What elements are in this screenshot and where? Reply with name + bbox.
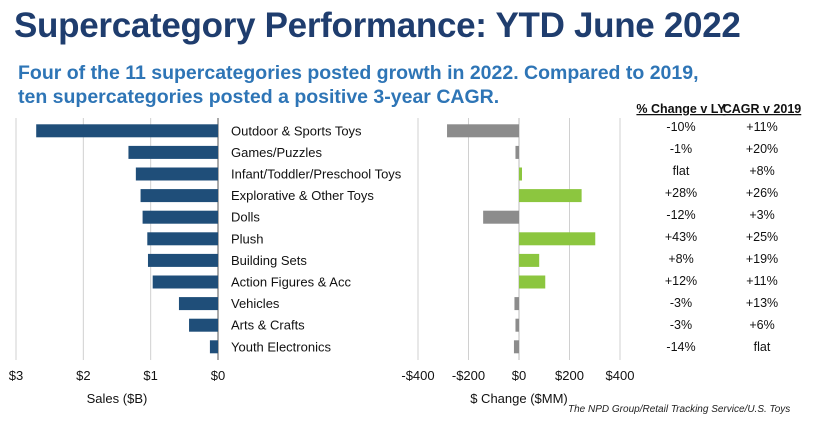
sales-bar — [147, 253, 218, 267]
sales-bar — [209, 340, 218, 354]
category-label: Vehicles — [231, 296, 280, 311]
sales-tick-label: $2 — [76, 368, 90, 383]
category-label: Outdoor & Sports Toys — [231, 123, 362, 138]
table-cell: +12% — [665, 274, 697, 288]
change-bar — [515, 318, 519, 332]
subtitle-line-1: Four of the 11 supercategories posted gr… — [18, 62, 699, 84]
table-cell: +6% — [749, 318, 774, 332]
table-cell: +43% — [665, 230, 697, 244]
sales-bar — [128, 145, 218, 159]
table-cell: +8% — [749, 164, 774, 178]
sales-bar — [36, 124, 219, 138]
table-cell: +13% — [746, 296, 778, 310]
change-bar — [519, 232, 596, 246]
sales-bar — [147, 232, 218, 246]
category-label: Action Figures & Acc — [231, 275, 351, 290]
category-label: Building Sets — [231, 253, 307, 268]
change-bar — [519, 189, 582, 203]
sales-tick-label: $0 — [211, 368, 225, 383]
source-note: The NPD Group/Retail Tracking Service/U.… — [568, 404, 791, 415]
sales-bar — [140, 189, 218, 203]
table-column-header: CAGR v 2019 — [723, 102, 802, 116]
category-label: Plush — [231, 231, 264, 246]
change-tick-label: $0 — [512, 368, 526, 383]
category-label: Dolls — [231, 210, 260, 225]
table-cell: -1% — [670, 142, 692, 156]
table-cell: -12% — [666, 208, 695, 222]
sales-bar — [189, 318, 218, 332]
subtitle-line-2: ten supercategories posted a positive 3-… — [18, 86, 500, 108]
change-tick-label: $200 — [555, 368, 584, 383]
change-bar — [519, 167, 522, 181]
table-cell: -3% — [670, 318, 692, 332]
table-cell: +28% — [665, 186, 697, 200]
table-cell: +3% — [749, 208, 774, 222]
table-cell: +8% — [668, 252, 693, 266]
table-cell: +11% — [746, 120, 777, 134]
table-cell: flat — [754, 340, 771, 354]
change-tick-label: -$200 — [452, 368, 485, 383]
category-label: Infant/Toddler/Preschool Toys — [231, 167, 402, 182]
sales-bar — [178, 297, 218, 311]
table-cell: +19% — [746, 252, 778, 266]
category-label: Explorative & Other Toys — [231, 188, 374, 203]
change-bar — [447, 124, 519, 138]
table-cell: -3% — [670, 296, 692, 310]
change-bar — [483, 210, 519, 224]
sales-bar — [152, 275, 218, 289]
table-cell: +20% — [746, 142, 778, 156]
change-axis-title: $ Change ($MM) — [470, 391, 568, 406]
table-cell: +26% — [746, 186, 778, 200]
sales-axis-title: Sales ($B) — [87, 391, 148, 406]
change-tick-label: -$400 — [401, 368, 434, 383]
change-tick-label: $400 — [606, 368, 635, 383]
sales-tick-label: $1 — [143, 368, 157, 383]
table-cell: flat — [673, 164, 690, 178]
table-cell: -14% — [666, 340, 695, 354]
table-cell: +11% — [746, 274, 777, 288]
category-label: Games/Puzzles — [231, 145, 323, 160]
table-cell: -10% — [666, 120, 695, 134]
change-bar — [514, 297, 519, 311]
change-bar — [519, 275, 546, 289]
table-cell: +25% — [746, 230, 778, 244]
change-bar — [513, 340, 519, 354]
page-title: Supercategory Performance: YTD June 2022 — [14, 6, 741, 45]
sales-tick-label: $3 — [9, 368, 23, 383]
sales-bar — [135, 167, 218, 181]
sales-bar — [142, 210, 218, 224]
table-column-header: % Change v LY — [636, 102, 726, 116]
change-bar — [515, 145, 519, 159]
category-label: Youth Electronics — [231, 339, 331, 354]
category-label: Arts & Crafts — [231, 318, 305, 333]
change-bar — [519, 253, 540, 267]
